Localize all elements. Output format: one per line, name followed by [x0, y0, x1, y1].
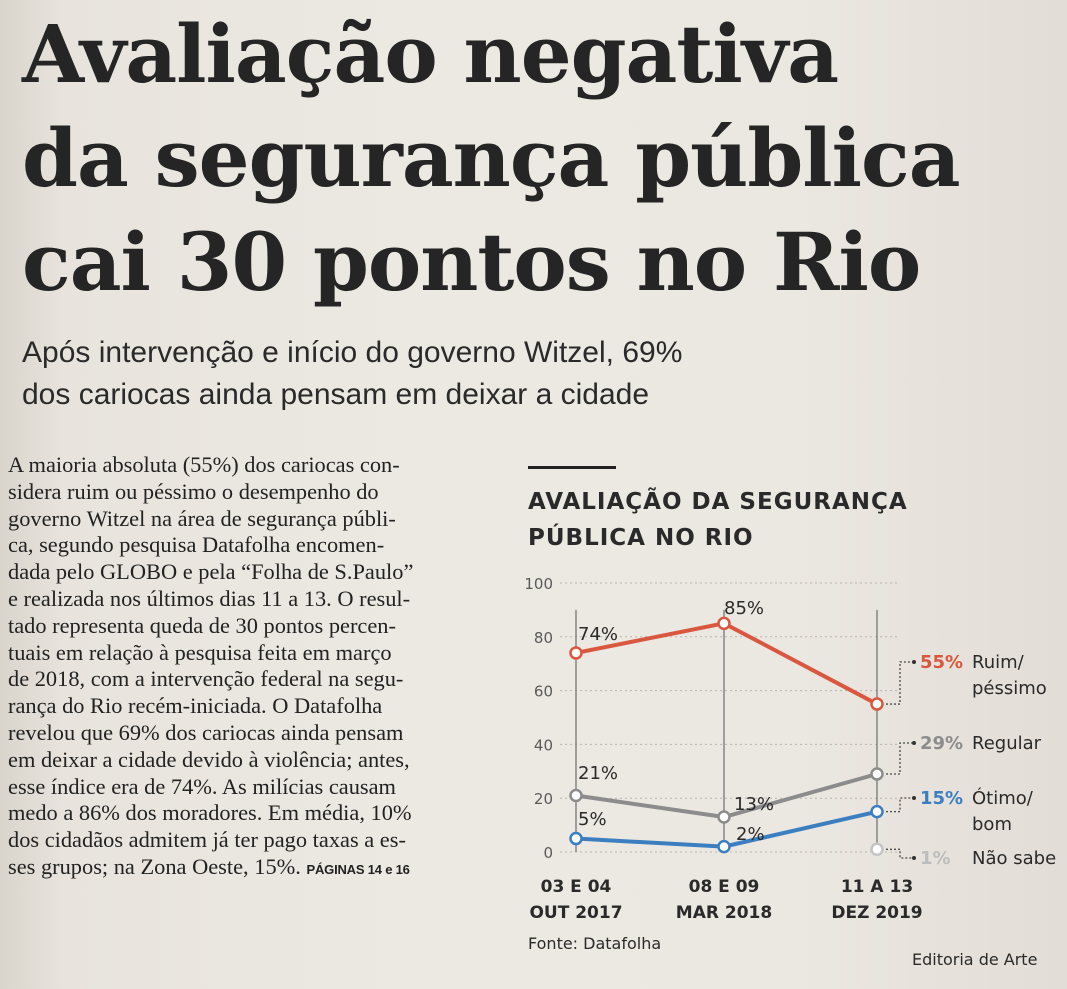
x-tick-label: 03 E 04: [541, 877, 612, 897]
x-tick-label: OUT 2017: [529, 903, 622, 923]
data-label: 85%: [724, 598, 764, 619]
data-point: [870, 767, 884, 781]
series-line: [575, 772, 878, 820]
article-line: de 2018, com a intervenção federal na se…: [8, 666, 404, 692]
headline: Avaliação negativa da segurança pública …: [22, 2, 1052, 314]
legend-dot: [912, 660, 916, 664]
chart-credit: Editoria de Arte: [912, 950, 1038, 969]
article-line: tuais em relação à pesquisa feita em mar…: [8, 639, 392, 665]
x-tick-label: 11 A 13: [841, 877, 913, 897]
article-line: ses grupos; na Zona Oeste, 15%. PÁGINAS …: [8, 854, 503, 884]
article-line: em deixar a cidade devido à violência; a…: [8, 746, 410, 772]
article-line: revelou que 69% dos cariocas ainda pensa…: [8, 719, 404, 745]
data-label: 2%: [736, 824, 765, 845]
data-point: [717, 839, 731, 854]
subtitle: Após intervenção e início do governo Wit…: [22, 332, 1022, 416]
y-tick-label: 20: [534, 790, 553, 808]
y-tick-label: 60: [534, 683, 553, 701]
data-label: 21%: [578, 763, 618, 784]
legend-name: Ótimo/: [972, 787, 1034, 809]
chart-source: Fonte: Datafolha: [528, 934, 662, 953]
article-line: ca, segundo pesquisa Datafolha encomen-: [8, 532, 385, 558]
x-tick-label: DEZ 2019: [831, 903, 922, 923]
y-tick-label: 100: [524, 575, 553, 593]
article-line: e realizada nos últimos dias 11 a 13. O …: [8, 585, 411, 611]
chart-rule: [528, 466, 616, 469]
legend-name: péssimo: [972, 678, 1047, 699]
legend-name: Ruim/: [972, 652, 1025, 673]
article-line: governo Witzel na área de segurança públ…: [8, 505, 396, 531]
article-body: A maioria absoluta (55%) dos cariocas co…: [8, 452, 503, 884]
data-point: [870, 804, 884, 819]
headline-line: da segurança pública: [22, 111, 961, 205]
data-point: [569, 831, 583, 846]
data-point: [870, 697, 884, 711]
legend-value: 1%: [920, 848, 951, 869]
legend-connector: [886, 797, 912, 813]
data-point: [569, 646, 583, 660]
data-label: 74%: [578, 624, 618, 645]
data-label: 5%: [578, 809, 607, 830]
x-tick-label: 08 E 09: [689, 877, 760, 897]
series-line: [575, 621, 878, 706]
legend-value: 55%: [920, 652, 963, 673]
legend-dot: [912, 741, 916, 745]
x-tick-label: MAR 2018: [676, 903, 772, 923]
legend-connector: [886, 661, 912, 705]
legend-value: 15%: [920, 788, 963, 809]
subtitle-line: Após intervenção e início do governo Wit…: [22, 336, 683, 369]
legend-name: Não sabe: [972, 848, 1056, 869]
article-line: dada pelo GLOBO e pela “Folha de S.Paulo…: [8, 559, 414, 585]
article-line: sidera ruim ou péssimo o desempenho do: [8, 478, 379, 504]
article-line: esse índice era de 74%. As milícias caus…: [8, 773, 396, 799]
legend-connector: [886, 848, 912, 859]
article-line: medo a 86% dos moradores. Em média, 10%: [8, 800, 412, 826]
data-point: [717, 616, 731, 631]
y-tick-label: 0: [543, 844, 553, 862]
legend-dot: [912, 856, 916, 860]
legend-connector: [886, 742, 912, 775]
legend-name: Regular: [972, 733, 1042, 754]
headline-line: Avaliação negativa: [22, 7, 839, 101]
article-line: A maioria absoluta (55%) dos cariocas co…: [8, 452, 400, 477]
article-line: dos cidadãos admitem já ter pago taxas a…: [8, 827, 406, 853]
data-point: [569, 788, 583, 803]
data-label: 13%: [734, 794, 774, 815]
legend-name: bom: [972, 814, 1012, 835]
article-line: tado representa queda de 30 pontos perce…: [8, 612, 396, 638]
legend-value: 29%: [920, 733, 963, 754]
chart-title-line: PÚBLICA NO RIO: [528, 525, 754, 551]
subtitle-line: dos cariocas ainda pensam em deixar a ci…: [22, 378, 650, 411]
chart-title-line: AVALIAÇÃO DA SEGURANÇA: [528, 489, 908, 515]
data-point: [717, 810, 731, 824]
legend-dot: [912, 796, 916, 800]
pages-reference: PÁGINAS 14 e 16: [306, 861, 410, 877]
y-tick-label: 80: [534, 629, 553, 647]
headline-line: cai 30 pontos no Rio: [22, 215, 921, 309]
y-tick-label: 40: [534, 736, 553, 754]
data-point: [870, 842, 884, 857]
article-line: rança do Rio recém-iniciada. O Datafolha: [8, 693, 383, 719]
article-last-text: ses grupos; na Zona Oeste, 15%.: [8, 853, 301, 879]
chart-title: AVALIAÇÃO DA SEGURANÇA PÚBLICA NO RIO: [528, 484, 908, 556]
